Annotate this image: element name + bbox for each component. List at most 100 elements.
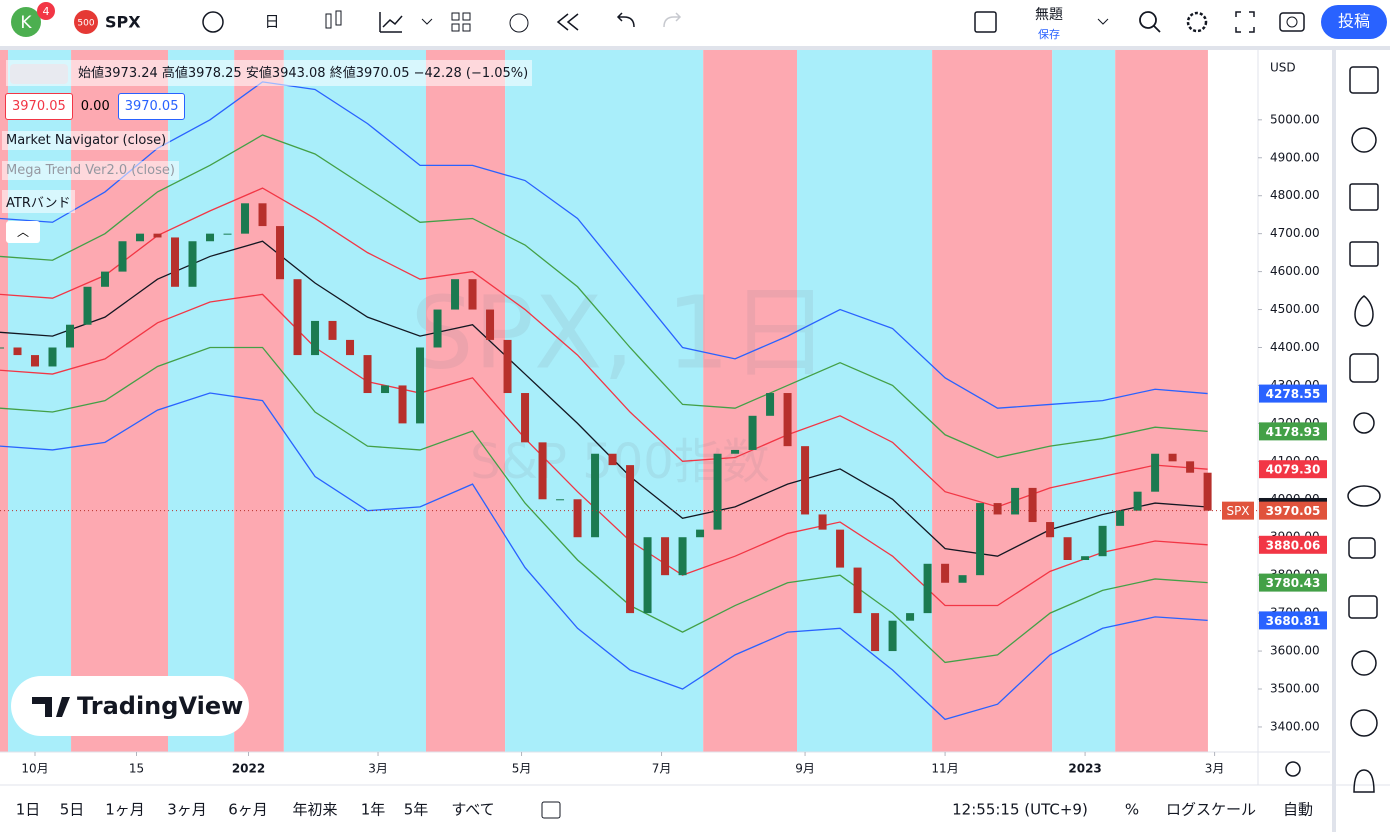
candle <box>416 347 425 424</box>
candle <box>783 393 792 447</box>
interval[interactable]: 日 <box>264 13 279 31</box>
expand-icon[interactable] <box>1235 11 1255 33</box>
legend-ohlc: 始値3973.24 高値3978.25 安値3943.08 終値3970.05 … <box>6 60 533 86</box>
indicator-label[interactable]: Market Navigator (close) <box>2 131 171 150</box>
axis-settings[interactable] <box>1285 761 1301 777</box>
candle <box>661 537 670 576</box>
candle <box>1168 453 1177 462</box>
alarm-icon[interactable] <box>1351 127 1377 153</box>
range-button[interactable]: 5年 <box>404 801 429 819</box>
legend-close: 終値3970.05 <box>329 66 410 81</box>
undo-icon[interactable] <box>616 12 635 28</box>
band-line <box>0 240 1208 557</box>
candle <box>398 385 407 424</box>
band-line <box>0 346 1208 664</box>
candle <box>591 453 600 538</box>
chat-icon[interactable] <box>1348 537 1376 559</box>
layout-name[interactable]: 無題 <box>1035 7 1063 23</box>
price-tag <box>1259 384 1327 403</box>
clock: 12:55:15 (UTC+9) <box>952 801 1088 819</box>
message-icon[interactable] <box>1348 595 1378 619</box>
candle <box>993 503 1002 515</box>
save[interactable]: 保存 <box>1038 27 1060 41</box>
bid[interactable]: 3970.05 <box>5 93 73 120</box>
candle <box>486 309 495 340</box>
candle <box>1133 491 1142 511</box>
avatar[interactable] <box>11 7 41 37</box>
log-toggle[interactable]: ログスケール <box>1166 801 1256 819</box>
add-icon[interactable] <box>202 11 224 33</box>
logo-pill[interactable] <box>11 676 249 736</box>
regime <box>797 50 933 752</box>
auto-toggle[interactable]: 自動 <box>1283 801 1313 819</box>
regime <box>0 50 9 752</box>
list-icon[interactable] <box>1349 241 1379 267</box>
x-tick-label: 7月 <box>652 762 672 776</box>
alert-icon[interactable] <box>509 13 529 33</box>
indicator-icon[interactable] <box>379 12 403 33</box>
candle <box>1046 522 1055 538</box>
x-tick-label: 10月 <box>21 762 48 776</box>
chat-icon[interactable] <box>1347 485 1381 507</box>
candle <box>801 446 810 515</box>
candle-icon[interactable] <box>325 13 332 29</box>
price-tag-label: 4178.93 <box>1266 425 1321 439</box>
publish-button[interactable] <box>1321 5 1387 39</box>
candle <box>766 393 775 416</box>
collapse-button[interactable]: ︿ <box>6 221 40 243</box>
candle <box>958 575 967 583</box>
price-tag <box>1259 501 1327 520</box>
ask[interactable]: 3970.05 <box>117 93 186 120</box>
candle <box>888 620 897 652</box>
range-button[interactable]: 1ヶ月 <box>105 801 145 819</box>
hot-icon[interactable] <box>1354 295 1374 327</box>
legend-toggle[interactable] <box>10 63 68 84</box>
band-line <box>0 293 1208 607</box>
camera-icon[interactable] <box>1279 12 1305 32</box>
sidebar <box>1347 66 1381 793</box>
settings-icon[interactable] <box>1186 11 1208 33</box>
news-icon[interactable] <box>1349 183 1379 211</box>
price-tag <box>1259 535 1327 554</box>
percent-toggle[interactable]: % <box>1125 801 1139 819</box>
fullscreen-box[interactable] <box>974 11 997 33</box>
symbol[interactable]: SPX <box>105 13 141 32</box>
replay-icon[interactable] <box>556 13 579 31</box>
range-button[interactable]: 1年 <box>361 801 386 819</box>
y-tick-label: 5000.00 <box>1270 112 1320 126</box>
indicator-label[interactable]: ATRバンド <box>2 190 75 213</box>
watchlist-icon[interactable] <box>1349 66 1379 94</box>
calendar-icon[interactable] <box>1349 353 1379 383</box>
bell-icon[interactable] <box>1353 769 1375 793</box>
range-button[interactable]: 3ヶ月 <box>167 801 207 819</box>
dropdown[interactable] <box>1097 18 1109 25</box>
range-button[interactable]: 年初来 <box>292 801 337 819</box>
y-tick-label: 4600.00 <box>1270 264 1320 278</box>
idea-icon[interactable] <box>1353 412 1375 434</box>
range-button[interactable]: すべて <box>451 801 494 819</box>
candle <box>48 347 57 367</box>
indicator-label[interactable]: Mega Trend Ver2.0 (close) <box>2 161 179 180</box>
range-button[interactable]: 1日 <box>16 801 41 819</box>
logo-text: TradingView <box>77 692 243 720</box>
layout-icon[interactable] <box>451 12 471 32</box>
currency: USD <box>1270 61 1296 75</box>
dropdown[interactable] <box>421 18 433 25</box>
search-icon[interactable] <box>1139 11 1157 29</box>
range-button[interactable]: 6ヶ月 <box>228 801 268 819</box>
legend-change: −42.28 (−1.05%) <box>413 66 529 81</box>
price-tag <box>1259 460 1327 479</box>
candle <box>276 226 285 280</box>
candle <box>573 499 582 538</box>
range-button[interactable]: 5日 <box>60 801 85 819</box>
candle <box>643 537 652 614</box>
band-line <box>0 134 1208 459</box>
candle <box>626 465 635 614</box>
spread: 0.00 <box>80 99 110 114</box>
candle <box>118 241 127 272</box>
play-icon[interactable] <box>1350 709 1378 737</box>
compare-icon[interactable] <box>541 801 561 819</box>
x-tick-label: 2023 <box>1068 762 1101 776</box>
candle <box>1186 461 1195 473</box>
broadcast-icon[interactable] <box>1351 650 1377 676</box>
